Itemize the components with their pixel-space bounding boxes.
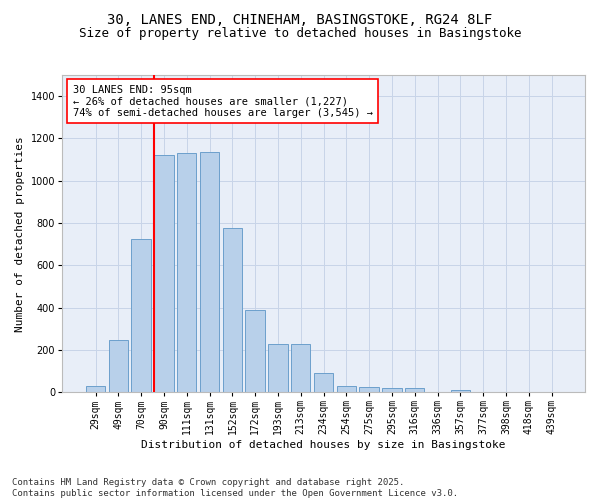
X-axis label: Distribution of detached houses by size in Basingstoke: Distribution of detached houses by size … bbox=[142, 440, 506, 450]
Bar bbox=[291, 344, 310, 392]
Bar bbox=[86, 386, 105, 392]
Bar bbox=[223, 228, 242, 392]
Text: Size of property relative to detached houses in Basingstoke: Size of property relative to detached ho… bbox=[79, 28, 521, 40]
Bar bbox=[177, 154, 196, 392]
Bar bbox=[359, 387, 379, 392]
Bar bbox=[314, 373, 333, 392]
Y-axis label: Number of detached properties: Number of detached properties bbox=[15, 136, 25, 332]
Bar bbox=[109, 340, 128, 392]
Text: Contains HM Land Registry data © Crown copyright and database right 2025.
Contai: Contains HM Land Registry data © Crown c… bbox=[12, 478, 458, 498]
Bar bbox=[200, 152, 219, 392]
Bar bbox=[382, 388, 401, 392]
Bar bbox=[451, 390, 470, 392]
Text: 30 LANES END: 95sqm
← 26% of detached houses are smaller (1,227)
74% of semi-det: 30 LANES END: 95sqm ← 26% of detached ho… bbox=[73, 84, 373, 117]
Bar bbox=[405, 388, 424, 392]
Bar bbox=[154, 156, 173, 392]
Bar bbox=[268, 344, 287, 392]
Bar bbox=[337, 386, 356, 392]
Bar bbox=[131, 239, 151, 392]
Text: 30, LANES END, CHINEHAM, BASINGSTOKE, RG24 8LF: 30, LANES END, CHINEHAM, BASINGSTOKE, RG… bbox=[107, 12, 493, 26]
Bar bbox=[245, 310, 265, 392]
